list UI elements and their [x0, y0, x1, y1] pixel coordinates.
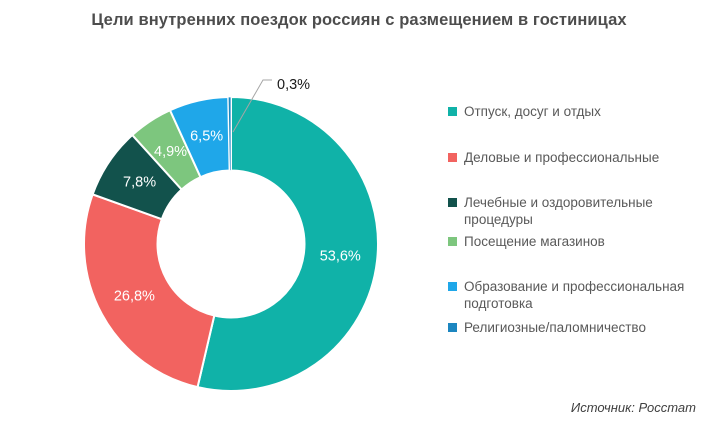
chart-title: Цели внутренних поездок россиян с размещ…: [91, 11, 627, 29]
slice-label-0: 53,6%: [320, 248, 361, 264]
source-note: Источник: Росстат: [570, 400, 696, 415]
callout-leader-line: [232, 79, 272, 133]
slice-label-1: 26,8%: [114, 288, 155, 304]
pie-slice-5: [227, 96, 232, 171]
slice-label-3: 4,9%: [154, 144, 187, 160]
slice-label-2: 7,8%: [123, 175, 156, 191]
pie-slice-0: [196, 95, 379, 392]
slice-callout-label-5: 0,3%: [277, 77, 310, 93]
pie-slice-1: [83, 193, 216, 389]
slice-label-4: 6,5%: [190, 129, 223, 145]
